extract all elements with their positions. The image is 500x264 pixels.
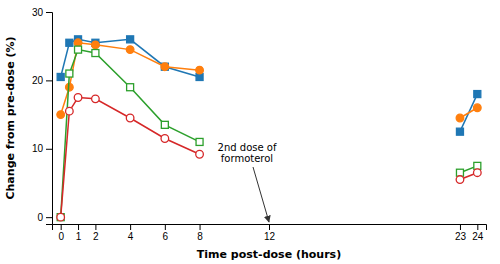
tick: 20	[32, 75, 52, 86]
tick-mark	[46, 80, 52, 81]
point	[196, 66, 204, 74]
tick-label: 10	[32, 143, 44, 154]
series-markers	[57, 36, 481, 135]
tick-label: 4	[128, 231, 134, 242]
tick: 1	[76, 224, 82, 242]
tick-mark	[200, 224, 201, 230]
point	[474, 169, 482, 177]
tick: 0	[37, 212, 52, 223]
point	[66, 107, 74, 115]
tick-label: 12	[264, 231, 276, 242]
point	[196, 138, 203, 145]
tick: 23	[455, 224, 467, 242]
series-markers	[57, 39, 481, 122]
series-line	[61, 97, 478, 217]
annotation-arrow	[253, 167, 269, 222]
chart: 0124681223240102030Time post-dose (hours…	[0, 0, 500, 264]
tick: 2	[93, 224, 99, 242]
point	[456, 176, 464, 184]
point	[161, 135, 169, 143]
point	[57, 214, 64, 221]
tick-mark	[460, 224, 461, 230]
y-axis: 0 10 20 30	[32, 7, 53, 225]
tick-label: 0	[37, 212, 43, 223]
x-axis: 012468122324	[53, 224, 487, 242]
point	[474, 91, 481, 98]
point	[57, 73, 64, 80]
tick: 24	[472, 224, 484, 242]
tick-label: 1	[76, 231, 82, 242]
point	[196, 150, 204, 158]
tick-mark	[46, 149, 52, 150]
point	[74, 39, 82, 47]
tick: 0	[58, 224, 64, 242]
point	[92, 50, 99, 57]
tick-mark	[130, 224, 131, 230]
point	[127, 36, 134, 43]
point	[161, 121, 168, 128]
tick-mark	[95, 224, 96, 230]
tick-label: 0	[58, 231, 64, 242]
tick-label: 20	[32, 75, 44, 86]
tick-label: 24	[472, 231, 484, 242]
series-markers	[57, 94, 481, 221]
point	[66, 70, 73, 77]
tick-mark	[46, 217, 52, 218]
tick-mark	[78, 224, 79, 230]
tick: 10	[32, 143, 52, 154]
point	[57, 213, 65, 221]
y-axis-title: Change from pre-dose (%)	[4, 36, 17, 199]
point	[92, 41, 100, 49]
point	[75, 46, 82, 53]
tick: 6	[163, 224, 169, 242]
point	[74, 94, 82, 102]
axis-line	[53, 225, 487, 231]
tick-label: 2	[93, 231, 99, 242]
point	[456, 114, 464, 122]
tick: 12	[264, 224, 276, 242]
tick: 8	[197, 224, 203, 242]
tick-label: 8	[197, 231, 203, 242]
tick-mark	[61, 224, 62, 230]
tick: 4	[128, 224, 134, 242]
point	[126, 46, 134, 54]
tick-mark	[269, 224, 270, 230]
point	[161, 63, 168, 70]
x-axis-title: Time post-dose (hours)	[197, 248, 341, 261]
point	[127, 84, 134, 91]
tick-label: 23	[455, 231, 467, 242]
tick: 30	[32, 7, 52, 18]
point	[456, 128, 463, 135]
series-line	[61, 50, 478, 218]
point	[92, 95, 100, 103]
series-line	[61, 39, 478, 131]
series-markers	[57, 46, 481, 221]
point	[474, 104, 482, 112]
tick-label: 30	[32, 7, 44, 18]
tick-mark	[477, 224, 478, 230]
point	[161, 63, 169, 71]
point	[126, 114, 134, 122]
tick-label: 6	[163, 231, 169, 242]
tick-mark	[165, 224, 166, 230]
point	[57, 111, 65, 119]
plot-area	[57, 36, 481, 221]
point	[66, 39, 73, 46]
annotation: 2nd dose offormoterol	[218, 142, 277, 164]
axis-line	[46, 13, 53, 225]
tick-mark	[46, 12, 52, 13]
